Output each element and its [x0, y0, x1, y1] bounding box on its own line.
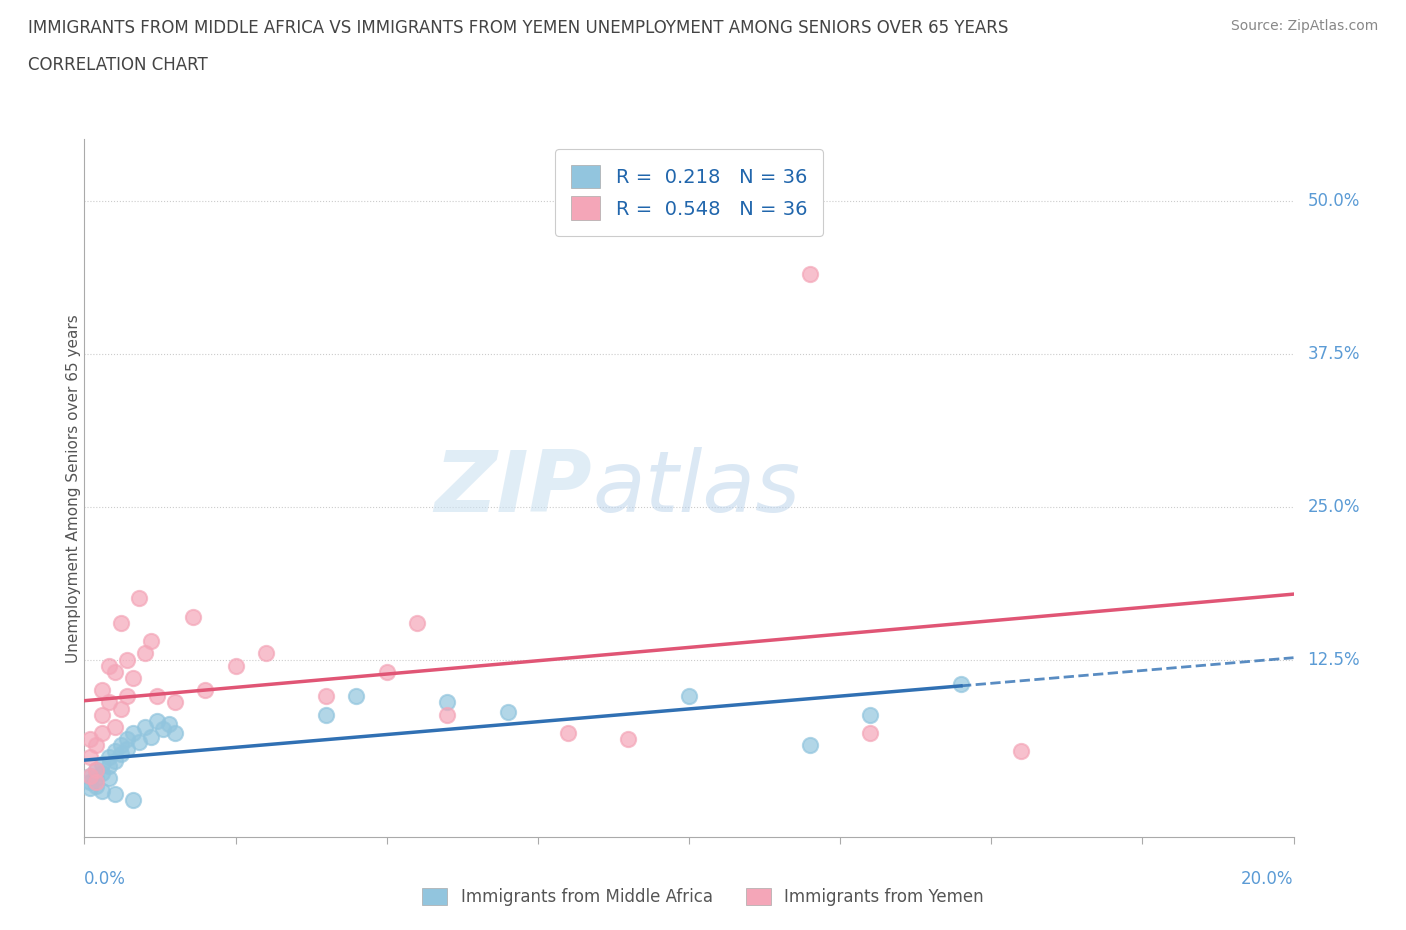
Point [104, 664, 127, 679]
Point [86, 737, 108, 752]
Point [91, 756, 114, 771]
Point [91, 683, 114, 698]
Point [134, 646, 156, 661]
Text: 0.0%: 0.0% [84, 870, 127, 887]
Point [346, 689, 368, 704]
Point [110, 747, 132, 762]
Point [104, 744, 127, 759]
Point [557, 725, 579, 740]
Point [1010, 744, 1032, 759]
Point [91, 766, 114, 781]
Point [146, 713, 169, 728]
Point [115, 689, 138, 704]
Text: Source: ZipAtlas.com: Source: ZipAtlas.com [1230, 19, 1378, 33]
Point [104, 787, 127, 802]
Point [163, 695, 186, 710]
Point [115, 732, 138, 747]
Point [115, 652, 138, 667]
Text: 50.0%: 50.0% [1308, 192, 1360, 209]
Point [79, 750, 101, 764]
Point [859, 725, 882, 740]
Point [91, 707, 114, 722]
Point [436, 707, 458, 722]
Point [86, 771, 108, 786]
Point [121, 725, 143, 740]
Point [86, 775, 108, 790]
Point [104, 753, 127, 768]
Point [79, 775, 101, 790]
Text: 20.0%: 20.0% [1241, 870, 1294, 887]
Point [406, 616, 429, 631]
Point [194, 683, 217, 698]
Point [134, 720, 156, 735]
Point [79, 780, 101, 795]
Text: atlas: atlas [592, 446, 800, 530]
Point [436, 695, 458, 710]
Point [163, 725, 186, 740]
Point [115, 741, 138, 756]
Point [97, 750, 120, 764]
Point [91, 783, 114, 798]
Point [315, 689, 337, 704]
Point [799, 737, 821, 752]
Point [617, 732, 640, 747]
Point [128, 591, 150, 605]
Point [950, 677, 973, 692]
Point [97, 771, 120, 786]
Point [79, 768, 101, 783]
Point [91, 725, 114, 740]
Text: 12.5%: 12.5% [1308, 651, 1360, 669]
Point [181, 609, 204, 624]
Point [79, 732, 101, 747]
Text: CORRELATION CHART: CORRELATION CHART [28, 56, 208, 73]
Point [128, 734, 150, 749]
Point [121, 793, 143, 808]
Point [225, 658, 247, 673]
Point [86, 778, 108, 793]
Point [496, 705, 519, 720]
Point [157, 717, 180, 732]
Point [146, 689, 169, 704]
Point [121, 671, 143, 685]
Point [315, 707, 337, 722]
Point [152, 722, 174, 737]
Point [375, 664, 398, 679]
Point [104, 720, 127, 735]
Text: 37.5%: 37.5% [1308, 345, 1360, 363]
Text: IMMIGRANTS FROM MIDDLE AFRICA VS IMMIGRANTS FROM YEMEN UNEMPLOYMENT AMONG SENIOR: IMMIGRANTS FROM MIDDLE AFRICA VS IMMIGRA… [28, 19, 1008, 36]
Point [799, 267, 821, 282]
Text: ZIP: ZIP [434, 446, 592, 530]
Legend: Immigrants from Middle Africa, Immigrants from Yemen: Immigrants from Middle Africa, Immigrant… [416, 881, 990, 912]
Point [110, 737, 132, 752]
Legend: R =  0.218   N = 36, R =  0.548   N = 36: R = 0.218 N = 36, R = 0.548 N = 36 [555, 149, 823, 235]
Point [97, 695, 120, 710]
Point [139, 729, 162, 744]
Point [97, 759, 120, 774]
Point [678, 689, 700, 704]
Point [86, 763, 108, 777]
Point [254, 646, 277, 661]
Point [859, 707, 882, 722]
Point [110, 701, 132, 716]
Point [79, 768, 101, 783]
Point [97, 658, 120, 673]
Y-axis label: Unemployment Among Seniors over 65 years: Unemployment Among Seniors over 65 years [66, 314, 80, 662]
Point [139, 633, 162, 648]
Text: 25.0%: 25.0% [1308, 498, 1360, 515]
Point [110, 616, 132, 631]
Point [86, 763, 108, 777]
